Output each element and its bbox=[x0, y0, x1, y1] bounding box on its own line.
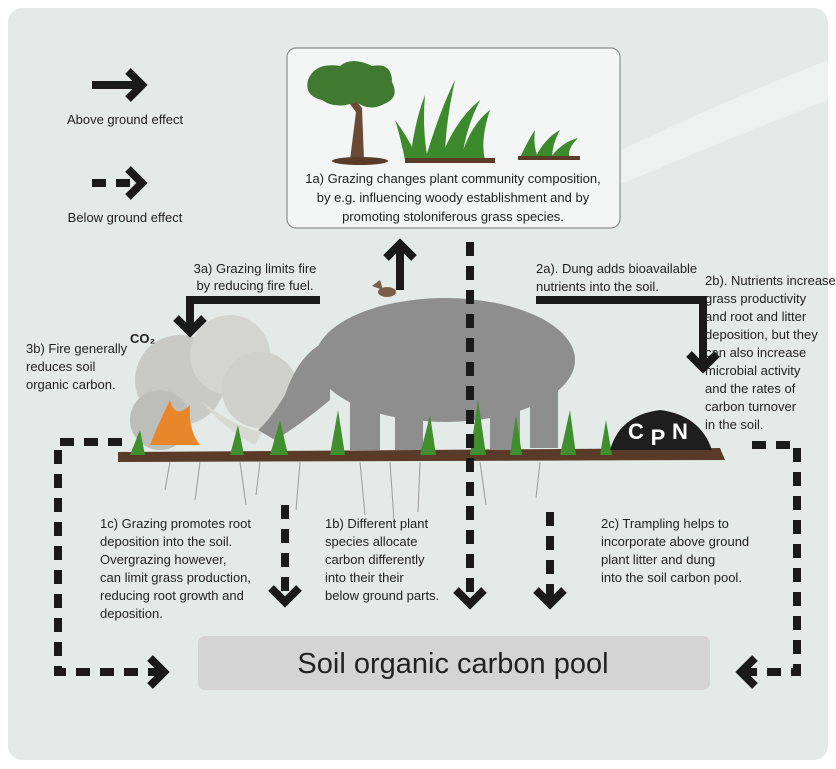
arrow-head bbox=[383, 238, 417, 261]
soil-carbon-pool-box bbox=[198, 636, 710, 690]
annotation-line: deposition into the soil. bbox=[100, 534, 232, 549]
annotation-line: plant litter and dung bbox=[601, 552, 715, 567]
annotation-line: Overgrazing however, bbox=[100, 552, 226, 567]
annotation-line: by reducing fire fuel. bbox=[196, 278, 313, 293]
annotation-line: deposition, but they bbox=[705, 327, 818, 342]
annotation-line: and root and litter bbox=[705, 309, 807, 324]
annotation-line: 1a) Grazing changes plant community comp… bbox=[305, 171, 601, 186]
arrow-head bbox=[453, 587, 487, 610]
solid-arrow bbox=[536, 296, 707, 366]
annotation-line: into their their bbox=[325, 570, 404, 585]
annotation-line: carbon turnover bbox=[705, 399, 797, 414]
annotation-line: organic carbon. bbox=[26, 377, 116, 392]
co2-label: CO₂ bbox=[130, 331, 156, 346]
annotation-line: can limit grass production, bbox=[100, 570, 251, 585]
annotation-line: and the rates of bbox=[705, 381, 796, 396]
arrow-head bbox=[125, 166, 148, 200]
annotation-line: 2a). Dung adds bioavailable bbox=[536, 261, 697, 276]
ground-grass bbox=[130, 400, 612, 455]
annotation-line: below ground parts. bbox=[325, 588, 439, 603]
dung-letter: C bbox=[628, 419, 644, 444]
annotation-line: reduces soil bbox=[26, 359, 95, 374]
annotation-line: in the soil. bbox=[705, 417, 764, 432]
annotation-line: carbon differently bbox=[325, 552, 425, 567]
annotation-line: can also increase bbox=[705, 345, 806, 360]
annotation-line: 1c) Grazing promotes root bbox=[100, 516, 251, 531]
annotation-line: into the soil carbon pool. bbox=[601, 570, 742, 585]
roots bbox=[164, 461, 541, 521]
annotation-line: 1b) Different plant bbox=[325, 516, 428, 531]
solid-arrow bbox=[186, 296, 320, 330]
arrows bbox=[54, 68, 801, 689]
annotation-line: grass productivity bbox=[705, 291, 807, 306]
arrow-head bbox=[173, 315, 207, 338]
annotation-line: 2c) Trampling helps to bbox=[601, 516, 729, 531]
legend-label: Above ground effect bbox=[67, 112, 184, 127]
rhino-illustration bbox=[200, 280, 575, 450]
arrow-head bbox=[533, 587, 567, 610]
dashed-arrow bbox=[745, 441, 801, 676]
background-swoosh bbox=[560, 60, 828, 210]
arrow-head bbox=[735, 655, 758, 689]
annotation-line: 3b) Fire generally bbox=[26, 341, 128, 356]
arrow-head bbox=[268, 585, 302, 608]
dung-letter: N bbox=[672, 419, 688, 444]
annotation-line: promoting stoloniferous grass species. bbox=[342, 209, 564, 224]
legend-label: Below ground effect bbox=[68, 210, 183, 225]
annotation-line: species allocate bbox=[325, 534, 418, 549]
annotation-line: 3a) Grazing limits fire bbox=[194, 261, 317, 276]
annotation-line: microbial activity bbox=[705, 363, 801, 378]
pool-label: Soil organic carbon pool bbox=[297, 648, 608, 680]
annotation-line: incorporate above ground bbox=[601, 534, 749, 549]
arrow-head bbox=[125, 68, 148, 102]
dashed-arrow bbox=[54, 438, 160, 676]
dung-pile bbox=[610, 410, 712, 450]
annotation-line: deposition. bbox=[100, 606, 163, 621]
tree-illustration bbox=[307, 61, 395, 165]
annotation-line: reducing root growth and bbox=[100, 588, 244, 603]
dung-letter: P bbox=[651, 425, 666, 450]
annotation-line: 2b). Nutrients increase bbox=[705, 273, 836, 288]
bird bbox=[378, 287, 396, 297]
annotation-line: nutrients into the soil. bbox=[536, 279, 659, 294]
arrow-head bbox=[686, 351, 720, 374]
arrow-head bbox=[147, 655, 170, 689]
grass-illustration bbox=[395, 80, 580, 163]
annotation-line: by e.g. influencing woody establishment … bbox=[317, 190, 590, 205]
